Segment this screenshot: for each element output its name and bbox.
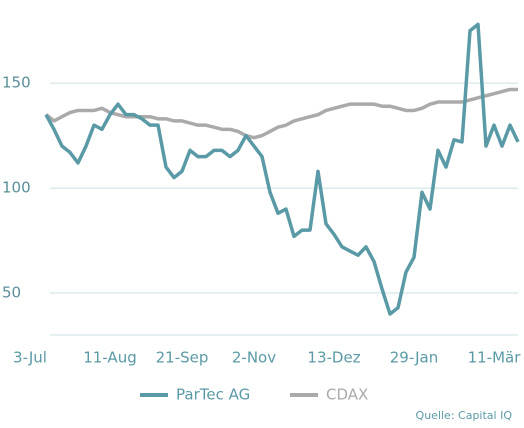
legend-label: CDAX	[326, 386, 368, 404]
x-tick-label: 11-Aug	[83, 349, 136, 367]
x-tick-label: 13-Dez	[307, 349, 360, 367]
line	[44, 22, 520, 316]
line	[44, 87, 518, 140]
legend-label: ParTec AG	[176, 386, 250, 404]
y-tick-label: 100	[2, 179, 31, 197]
x-tick-label: 21-Sep	[156, 349, 209, 367]
y-tick-label: 50	[2, 284, 21, 302]
x-tick-label: 29-Jan	[390, 349, 438, 367]
y-tick-label: 150	[2, 74, 31, 92]
x-tick-label: 3-Jul	[13, 349, 47, 367]
x-tick-label: 11-Mär	[468, 349, 522, 367]
source: Quelle: Capital IQ	[416, 409, 513, 422]
x-tick-label: 2-Nov	[232, 349, 276, 367]
